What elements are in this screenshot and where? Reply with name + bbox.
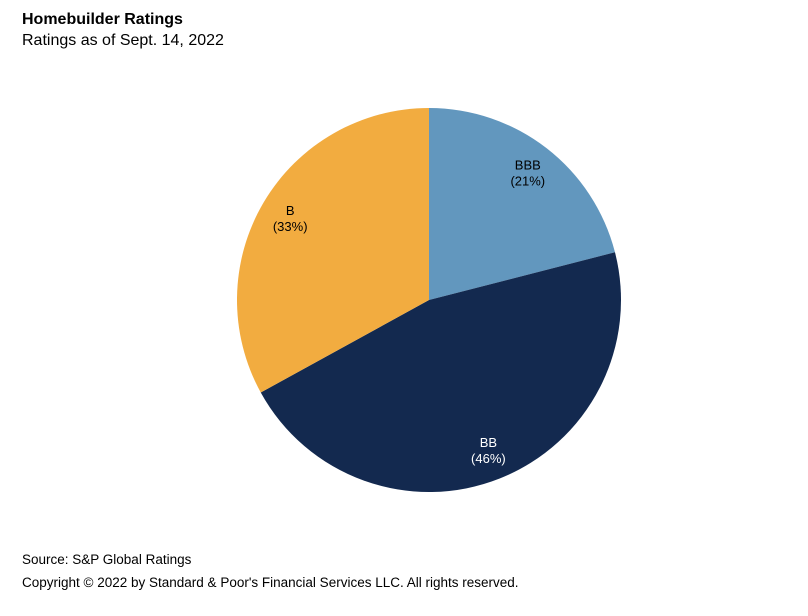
slice-label-b: B (33%): [273, 203, 308, 234]
chart-subtitle: Ratings as of Sept. 14, 2022: [22, 32, 224, 49]
pie-slice-bbb: [429, 108, 615, 300]
source-line: Source: S&P Global Ratings: [22, 552, 192, 567]
slice-label-bb: BB (46%): [471, 435, 506, 466]
chart-title: Homebuilder Ratings: [22, 11, 183, 28]
pie-slice-bb: [260, 252, 622, 493]
chart-footer: Source: S&P Global Ratings Copyright © 2…: [22, 548, 519, 594]
slice-label-bbb: BBB (21%): [510, 158, 545, 189]
chart-header: Homebuilder Ratings Ratings as of Sept. …: [22, 9, 224, 51]
pie-slice-b: [236, 108, 429, 393]
copyright-line: Copyright © 2022 by Standard & Poor's Fi…: [22, 575, 519, 590]
